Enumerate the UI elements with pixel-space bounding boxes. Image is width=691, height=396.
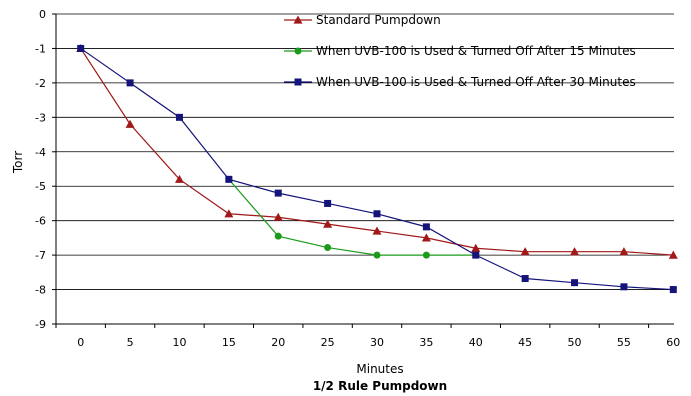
y-tick-label: -8 xyxy=(35,284,46,297)
x-tick-label: 50 xyxy=(568,336,582,349)
data-point xyxy=(175,113,183,121)
data-point xyxy=(126,79,134,87)
data-point xyxy=(323,219,333,228)
data-point xyxy=(619,247,629,256)
x-tick-label: 55 xyxy=(617,336,631,349)
data-point xyxy=(274,189,282,197)
x-tick-label: 20 xyxy=(271,336,285,349)
data-point xyxy=(520,247,530,256)
x-tick-label: 30 xyxy=(370,336,384,349)
data-point xyxy=(125,119,135,128)
data-point xyxy=(373,210,381,218)
y-tick-label: -2 xyxy=(35,77,46,90)
data-point xyxy=(225,175,233,183)
x-tick-label: 35 xyxy=(419,336,433,349)
legend-item: Standard Pumpdown xyxy=(284,13,441,27)
y-tick-label: -5 xyxy=(35,180,46,193)
data-point xyxy=(472,251,480,259)
x-tick-label: 15 xyxy=(222,336,236,349)
data-point xyxy=(471,243,481,252)
legend: Standard Pumpdown When UVB-100 is Used & … xyxy=(284,13,636,89)
data-point xyxy=(668,250,678,259)
axes xyxy=(52,13,674,328)
data-point xyxy=(324,199,332,207)
data-point xyxy=(372,226,382,235)
series-lines xyxy=(76,43,678,294)
data-point xyxy=(77,44,85,52)
series-2 xyxy=(77,44,677,294)
x-tick-label: 40 xyxy=(469,336,483,349)
y-tick-label: -9 xyxy=(35,318,46,331)
legend-label: Standard Pumpdown xyxy=(316,13,441,27)
gridlines xyxy=(56,13,674,290)
x-tick-label: 5 xyxy=(127,336,134,349)
legend-item: When UVB-100 is Used & Turned Off After … xyxy=(284,44,636,58)
x-tick-label: 45 xyxy=(518,336,532,349)
data-point xyxy=(422,251,430,259)
data-point xyxy=(274,232,282,240)
x-tick-labels: 0 5 10 15 20 25 30 35 40 45 50 55 60 xyxy=(77,336,680,349)
series-line xyxy=(228,178,476,256)
legend-marker xyxy=(293,15,303,24)
y-tick-label: -3 xyxy=(35,111,46,124)
data-point xyxy=(324,244,332,252)
data-point xyxy=(174,174,184,183)
data-point xyxy=(620,283,628,291)
series-1 xyxy=(225,175,480,259)
legend-label: When UVB-100 is Used & Turned Off After … xyxy=(316,75,636,89)
series-0 xyxy=(76,43,678,259)
legend-marker xyxy=(294,78,302,86)
y-tick-label: -1 xyxy=(35,42,46,55)
y-tick-label: -4 xyxy=(35,146,46,159)
data-point xyxy=(571,279,579,287)
x-axis-title: Minutes xyxy=(356,362,403,376)
x-tick-label: 60 xyxy=(666,336,680,349)
data-point xyxy=(421,233,431,242)
y-tick-label: -7 xyxy=(35,249,46,262)
y-tick-label: -6 xyxy=(35,215,46,228)
data-point xyxy=(521,275,529,283)
legend-label: When UVB-100 is Used & Turned Off After … xyxy=(316,44,636,58)
legend-marker xyxy=(294,47,302,55)
data-point xyxy=(669,286,677,294)
x-tick-label: 0 xyxy=(77,336,84,349)
chart-title: 1/2 Rule Pumpdown xyxy=(313,379,447,393)
y-tick-label: 0 xyxy=(39,8,46,21)
legend-item: When UVB-100 is Used & Turned Off After … xyxy=(284,75,636,89)
data-point xyxy=(273,212,283,221)
x-tick-label: 25 xyxy=(321,336,335,349)
data-point xyxy=(422,223,430,231)
y-axis-title: Torr xyxy=(11,151,25,174)
x-tick-label: 10 xyxy=(172,336,186,349)
data-point xyxy=(373,251,381,259)
y-tick-labels: 0 -1 -2 -3 -4 -5 -6 -7 -8 -9 xyxy=(35,8,46,331)
data-point xyxy=(224,209,234,218)
data-point xyxy=(570,247,580,256)
